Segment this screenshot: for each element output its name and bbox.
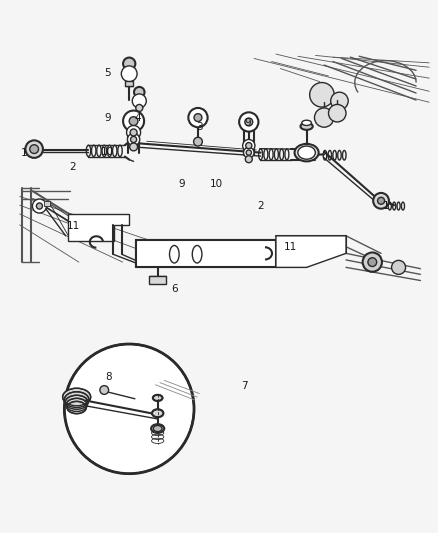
Circle shape — [244, 147, 254, 158]
Text: 7: 7 — [241, 381, 248, 391]
Text: 1: 1 — [383, 201, 390, 211]
Circle shape — [246, 142, 252, 149]
Circle shape — [328, 104, 346, 122]
Ellipse shape — [300, 123, 313, 130]
Ellipse shape — [153, 425, 162, 432]
Text: 5: 5 — [104, 68, 111, 78]
Circle shape — [245, 156, 252, 163]
Text: 4: 4 — [134, 114, 141, 124]
Ellipse shape — [63, 388, 91, 406]
Circle shape — [331, 92, 348, 110]
Circle shape — [123, 58, 135, 70]
Text: 9: 9 — [178, 179, 185, 189]
Circle shape — [127, 125, 141, 140]
Circle shape — [194, 138, 202, 146]
Circle shape — [129, 117, 138, 125]
Text: 9: 9 — [104, 114, 111, 124]
Text: 6: 6 — [171, 284, 178, 294]
Circle shape — [32, 199, 46, 213]
Circle shape — [64, 344, 194, 474]
Circle shape — [25, 140, 43, 158]
Circle shape — [246, 150, 251, 155]
Ellipse shape — [151, 424, 164, 433]
Circle shape — [243, 140, 255, 152]
Ellipse shape — [302, 120, 311, 125]
Circle shape — [134, 87, 145, 98]
Text: 10: 10 — [210, 179, 223, 189]
Circle shape — [132, 94, 146, 108]
Circle shape — [121, 66, 137, 82]
Ellipse shape — [67, 401, 86, 414]
Circle shape — [30, 145, 39, 154]
Text: 2: 2 — [69, 161, 76, 172]
Ellipse shape — [64, 392, 89, 408]
Circle shape — [123, 110, 144, 132]
Circle shape — [368, 258, 377, 266]
Text: 1: 1 — [21, 149, 28, 158]
Text: 8: 8 — [105, 372, 112, 382]
Polygon shape — [68, 214, 129, 241]
Circle shape — [36, 203, 42, 209]
Text: 3: 3 — [196, 122, 203, 132]
Circle shape — [130, 143, 138, 151]
Text: 9: 9 — [244, 118, 251, 128]
Text: 11: 11 — [283, 242, 297, 252]
Ellipse shape — [294, 144, 318, 161]
Circle shape — [310, 83, 334, 107]
Polygon shape — [136, 240, 276, 268]
Ellipse shape — [66, 398, 87, 411]
Polygon shape — [44, 201, 50, 206]
Text: 11: 11 — [67, 221, 80, 231]
Circle shape — [392, 260, 406, 274]
Ellipse shape — [152, 409, 163, 417]
Ellipse shape — [153, 395, 162, 401]
Circle shape — [130, 129, 137, 136]
Ellipse shape — [298, 146, 315, 159]
Ellipse shape — [65, 395, 88, 409]
Bar — [125, 81, 133, 86]
Circle shape — [100, 386, 109, 394]
Circle shape — [194, 114, 202, 122]
Circle shape — [378, 197, 385, 204]
Circle shape — [136, 104, 143, 111]
Circle shape — [245, 118, 253, 126]
Circle shape — [314, 108, 334, 127]
Circle shape — [188, 108, 208, 127]
Circle shape — [239, 112, 258, 132]
Polygon shape — [276, 236, 346, 268]
Text: 10: 10 — [101, 147, 114, 157]
Circle shape — [373, 193, 389, 209]
Text: 2: 2 — [257, 201, 264, 211]
Circle shape — [131, 136, 137, 142]
Circle shape — [127, 133, 140, 146]
Bar — [149, 276, 166, 284]
Circle shape — [363, 253, 382, 272]
